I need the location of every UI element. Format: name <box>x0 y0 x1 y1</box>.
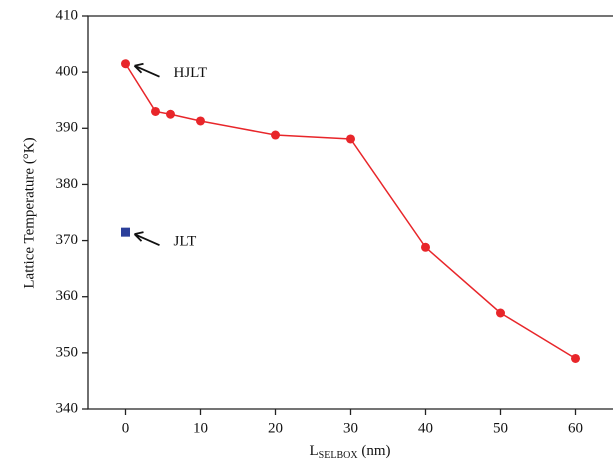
point <box>151 106 160 116</box>
x-tick-label: 60 <box>568 420 583 436</box>
x-label-unit: (nm) <box>358 443 391 459</box>
y-axis-label: Lattice Temperature (°K) <box>21 137 37 288</box>
y-tick-label: 370 <box>56 232 79 248</box>
x-label-sub: SELBOX <box>319 450 359 461</box>
axes-frame <box>87 15 613 410</box>
y-tick-label: 410 <box>56 7 79 23</box>
annotation-arrow <box>133 231 160 246</box>
x-tick-label: 0 <box>122 420 130 436</box>
annotation-arrow <box>133 62 160 78</box>
x-axis-label: LSELBOX (nm) <box>310 443 391 461</box>
point <box>121 227 130 237</box>
point <box>196 116 205 126</box>
x-tick-label: 50 <box>493 420 508 436</box>
y-tick-label: 350 <box>56 344 79 360</box>
x-tick-label: 10 <box>193 420 208 436</box>
annotation: JLT <box>174 234 197 250</box>
y-tick-label: 380 <box>56 176 79 192</box>
x-tick-label: 30 <box>343 420 358 436</box>
y-tick-label: 390 <box>56 120 79 136</box>
y-tick-label: 360 <box>56 288 79 304</box>
y-tick-label: 340 <box>56 400 79 416</box>
x-tick-label: 40 <box>418 420 433 436</box>
point <box>571 353 580 363</box>
point <box>346 134 355 144</box>
point <box>271 130 280 140</box>
point <box>166 109 175 119</box>
series-line <box>124 63 576 360</box>
point <box>421 242 430 252</box>
point <box>496 308 505 318</box>
y-tick-label: 400 <box>56 64 79 80</box>
x-tick-label: 20 <box>268 420 283 436</box>
point <box>121 59 130 69</box>
annotation: HJLT <box>174 65 208 81</box>
x-label-main: L <box>310 443 319 459</box>
